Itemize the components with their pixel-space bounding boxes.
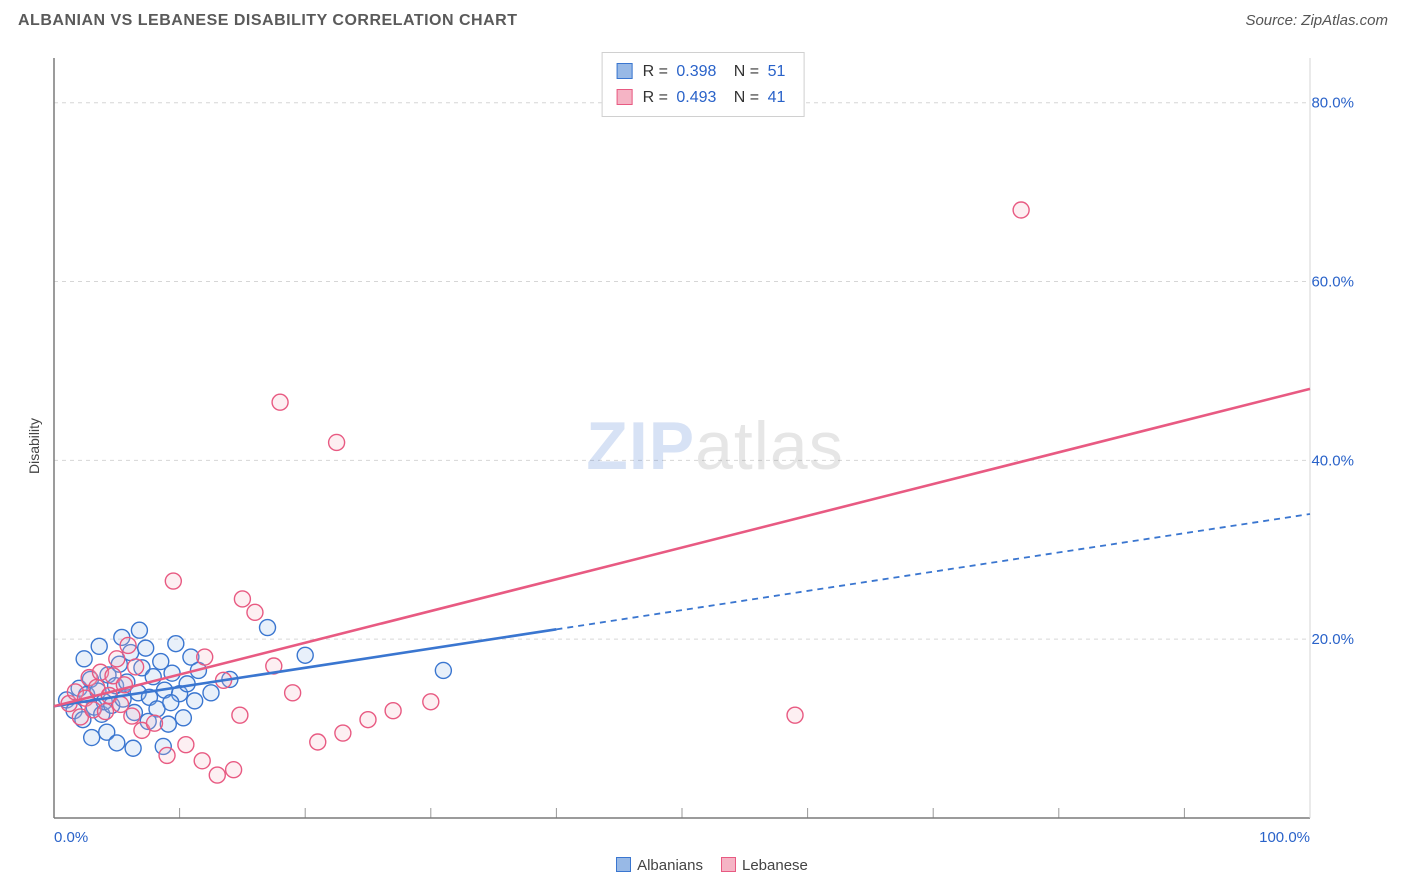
data-point	[272, 394, 288, 410]
data-point	[84, 730, 100, 746]
stats-row: R = 0.398 N = 51	[617, 59, 790, 85]
source-label: Source: ZipAtlas.com	[1245, 12, 1388, 29]
legend-swatch	[721, 857, 736, 872]
y-tick-label: 20.0%	[1311, 631, 1354, 648]
data-point	[197, 649, 213, 665]
data-point	[120, 637, 136, 653]
data-point	[310, 734, 326, 750]
data-point	[178, 737, 194, 753]
data-point	[787, 707, 803, 723]
data-point	[175, 710, 191, 726]
data-point	[285, 685, 301, 701]
data-point	[360, 712, 376, 728]
x-tick-label: 100.0%	[1259, 829, 1310, 846]
legend-swatch	[616, 857, 631, 872]
stat-n-value: 51	[768, 63, 786, 80]
data-point	[109, 651, 125, 667]
data-point	[159, 747, 175, 763]
data-point	[125, 740, 141, 756]
data-point	[131, 622, 147, 638]
data-point	[335, 725, 351, 741]
data-point	[187, 693, 203, 709]
x-tick-label: 0.0%	[54, 829, 88, 846]
stat-n-label: N =	[734, 63, 759, 80]
data-point	[146, 715, 162, 731]
data-point	[329, 434, 345, 450]
data-point	[297, 647, 313, 663]
data-point	[226, 762, 242, 778]
data-point	[1013, 202, 1029, 218]
legend-label: Albanians	[637, 857, 703, 874]
data-point	[138, 640, 154, 656]
data-point	[435, 662, 451, 678]
legend-swatch	[617, 63, 633, 79]
data-point	[163, 695, 179, 711]
legend-swatch	[617, 89, 633, 105]
stat-n-label: N =	[734, 89, 759, 106]
data-point	[234, 591, 250, 607]
chart-title: ALBANIAN VS LEBANESE DISABILITY CORRELAT…	[18, 12, 517, 29]
chart-legend: Albanians Lebanese	[0, 857, 1406, 874]
data-point	[168, 636, 184, 652]
chart-container: 20.0%40.0%60.0%80.0%0.0%100.0% ZIPatlas	[40, 44, 1390, 848]
data-point	[423, 694, 439, 710]
data-point	[385, 703, 401, 719]
y-tick-label: 60.0%	[1311, 274, 1354, 291]
stat-r-value: 0.398	[676, 63, 716, 80]
data-point	[165, 573, 181, 589]
data-point	[194, 753, 210, 769]
data-point	[76, 651, 92, 667]
correlation-stats-box: R = 0.398 N = 51R = 0.493 N = 41	[602, 52, 805, 117]
stats-row: R = 0.493 N = 41	[617, 85, 790, 111]
data-point	[209, 767, 225, 783]
stat-r-label: R =	[643, 63, 668, 80]
data-point	[124, 708, 140, 724]
data-point	[91, 638, 107, 654]
trend-line-dashed	[556, 514, 1310, 629]
data-point	[260, 620, 276, 636]
data-point	[203, 685, 219, 701]
data-point	[128, 659, 144, 675]
data-point	[109, 735, 125, 751]
trend-line	[54, 389, 1310, 706]
scatter-chart: 20.0% 40.0% 60.0% 80.0% 0.0% 100.0%	[40, 44, 1390, 848]
stat-r-value: 0.493	[676, 89, 716, 106]
y-tick-label: 80.0%	[1311, 95, 1354, 112]
legend-label: Lebanese	[742, 857, 808, 874]
data-point	[97, 704, 113, 720]
data-point	[232, 707, 248, 723]
data-point	[247, 604, 263, 620]
stat-n-value: 41	[768, 89, 786, 106]
y-tick-label: 40.0%	[1311, 452, 1354, 469]
stat-r-label: R =	[643, 89, 668, 106]
